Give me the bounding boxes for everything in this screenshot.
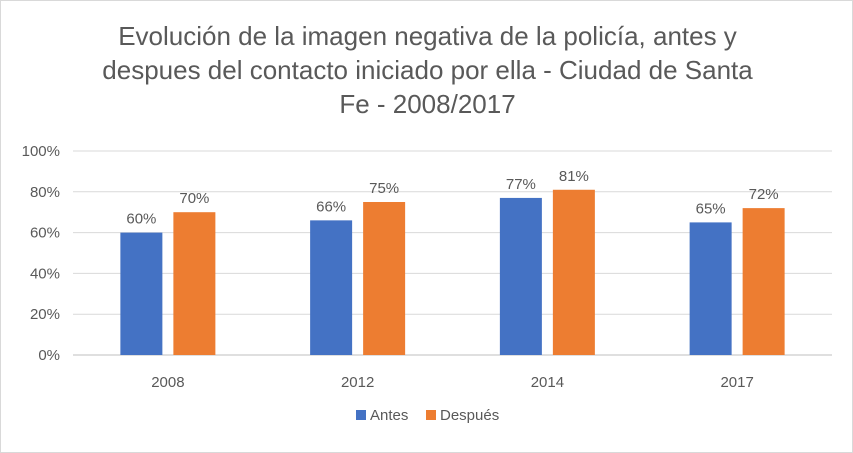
chart-title-line-1: Evolución de la imagen negativa de la po… [118, 21, 737, 51]
x-tick-label: 2012 [341, 374, 374, 391]
data-label: 72% [749, 186, 779, 203]
legend-swatch [426, 410, 436, 420]
y-tick-label: 40% [30, 265, 60, 282]
y-tick-label: 60% [30, 225, 60, 242]
bar-despus-2017 [742, 208, 785, 355]
data-label: 66% [316, 198, 346, 215]
bar-antes-2017 [689, 222, 732, 355]
legend-swatch [356, 410, 366, 420]
chart-title: Evolución de la imagen negativa de la po… [61, 19, 794, 121]
bar-antes-2008 [120, 232, 163, 355]
bar-despus-2008 [173, 212, 216, 355]
data-label: 75% [369, 180, 399, 197]
legend-label: Después [440, 407, 499, 424]
data-label: 60% [126, 211, 156, 228]
legend-label: Antes [370, 407, 408, 424]
data-label: 77% [506, 176, 536, 193]
x-tick-label: 2008 [151, 374, 184, 391]
y-tick-label: 100% [22, 143, 60, 160]
y-tick-label: 0% [38, 347, 60, 364]
y-tick-label: 20% [30, 306, 60, 323]
chart-title-line-2: despues del contacto iniciado por ella -… [102, 55, 753, 85]
chart-title-line-3: Fe - 2008/2017 [339, 89, 516, 119]
y-tick-label: 80% [30, 184, 60, 201]
bar-antes-2014 [499, 197, 542, 355]
bar-despus-2014 [552, 189, 595, 355]
data-label: 81% [559, 168, 589, 185]
data-label: 65% [696, 200, 726, 217]
x-tick-label: 2014 [531, 374, 564, 391]
bar-antes-2012 [310, 220, 353, 355]
bar-despus-2012 [363, 202, 406, 355]
data-label: 70% [179, 190, 209, 207]
x-tick-label: 2017 [720, 374, 753, 391]
